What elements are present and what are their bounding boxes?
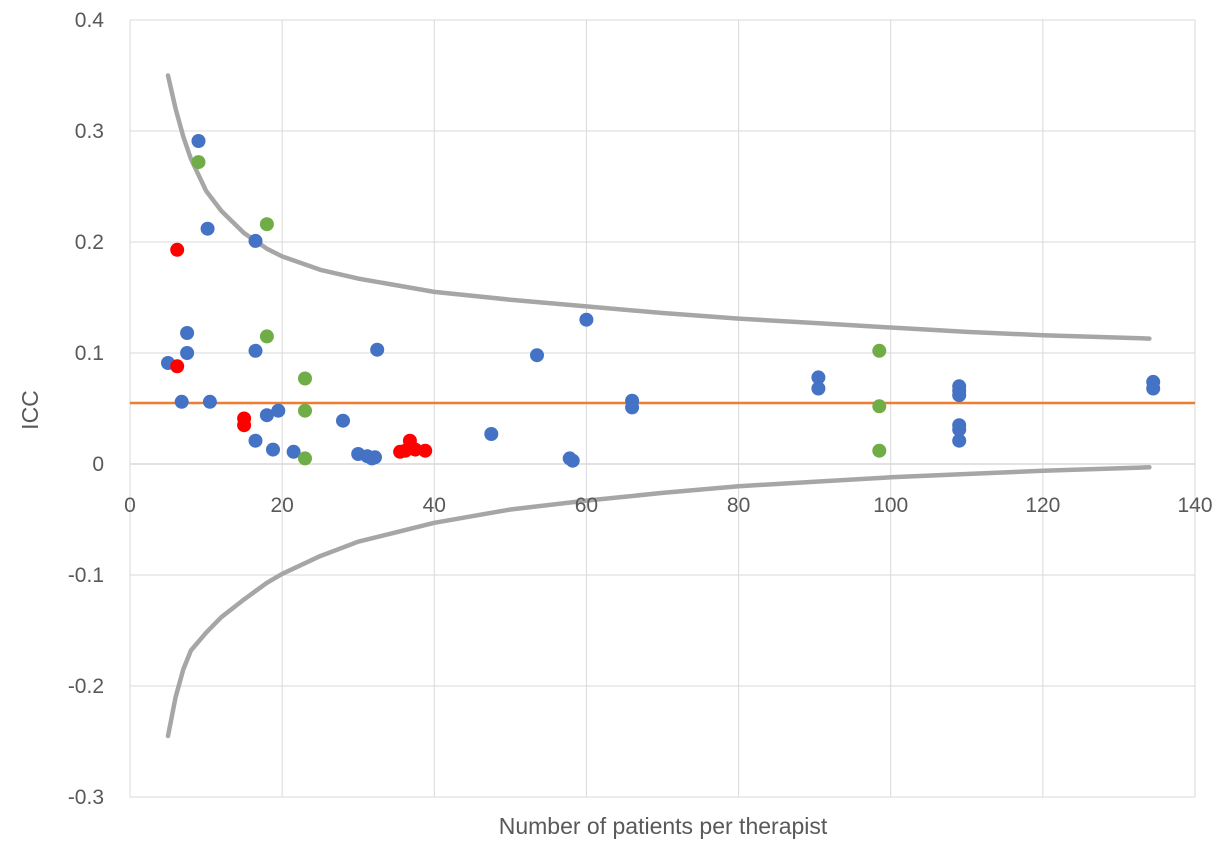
y-axis-title: ICC — [17, 390, 43, 430]
x-tick-label: 60 — [575, 494, 598, 517]
x-tick-label: 40 — [423, 494, 446, 517]
blue-data-point — [200, 221, 215, 236]
green-data-point — [872, 343, 887, 358]
green-data-point — [259, 217, 274, 232]
confidence-funnel — [165, 73, 1152, 739]
blue-data-point — [202, 394, 217, 409]
y-tick-label: 0 — [92, 453, 104, 476]
blue-data-point — [530, 348, 544, 363]
green-data-point — [298, 403, 312, 418]
blue-data-point — [248, 343, 263, 358]
blue-data-point — [336, 413, 350, 428]
x-tick-label: 0 — [124, 494, 136, 517]
blue-data-point — [248, 433, 263, 448]
data-points — [161, 134, 1161, 468]
blue-data-point — [484, 427, 499, 441]
x-tick-label: 120 — [1025, 494, 1060, 517]
x-tick-labels: 0 20 40 60 80 100 120 140 — [124, 494, 1212, 517]
blue-data-point — [952, 422, 967, 437]
blue-data-point — [1146, 381, 1161, 396]
x-tick-label: 20 — [270, 494, 293, 517]
y-tick-label: -0.1 — [68, 564, 104, 587]
green-data-point — [259, 329, 274, 344]
y-tick-label: 0.3 — [75, 120, 104, 143]
blue-data-point — [565, 453, 580, 468]
y-tick-label: 0.4 — [75, 9, 105, 32]
green-data-point — [872, 443, 887, 458]
lower-funnel-line — [165, 465, 1152, 739]
blue-data-point — [180, 326, 195, 340]
red-data-point — [418, 443, 433, 458]
grid-lines — [129, 19, 1196, 798]
blue-data-point — [248, 233, 263, 248]
blue-data-point — [952, 388, 967, 403]
blue-data-point — [811, 381, 826, 396]
blue-data-point — [811, 370, 826, 385]
upper-funnel-line — [165, 73, 1152, 341]
blue-data-point — [370, 342, 385, 357]
green-data-point — [298, 451, 312, 466]
blue-data-point — [266, 442, 280, 457]
blue-data-point — [259, 408, 274, 423]
red-data-point — [237, 418, 252, 433]
blue-data-point — [180, 346, 195, 360]
x-tick-label: 140 — [1177, 494, 1212, 517]
red-data-point — [170, 359, 185, 374]
x-tick-label: 100 — [873, 494, 908, 517]
red-data-point — [170, 242, 185, 257]
green-data-point — [298, 371, 312, 386]
green-data-point — [872, 399, 887, 414]
blue-data-point — [368, 450, 382, 465]
blue-data-point — [271, 403, 286, 418]
y-tick-label: 0.2 — [75, 231, 104, 254]
green-data-point — [191, 155, 206, 170]
blue-data-point — [286, 444, 301, 459]
blue-data-point — [579, 312, 594, 327]
blue-data-point — [952, 433, 967, 448]
blue-data-point — [174, 394, 189, 409]
x-tick-label: 80 — [727, 494, 750, 517]
x-axis-title: Number of patients per therapist — [499, 813, 828, 839]
y-tick-labels: 0.4 0.3 0.2 0.1 0 -0.1 -0.2 -0.3 — [68, 9, 104, 809]
y-tick-label: -0.2 — [68, 675, 104, 698]
y-tick-label: 0.1 — [75, 342, 104, 365]
blue-data-point — [625, 400, 640, 415]
y-tick-label: -0.3 — [68, 786, 104, 809]
blue-data-point — [191, 134, 206, 148]
